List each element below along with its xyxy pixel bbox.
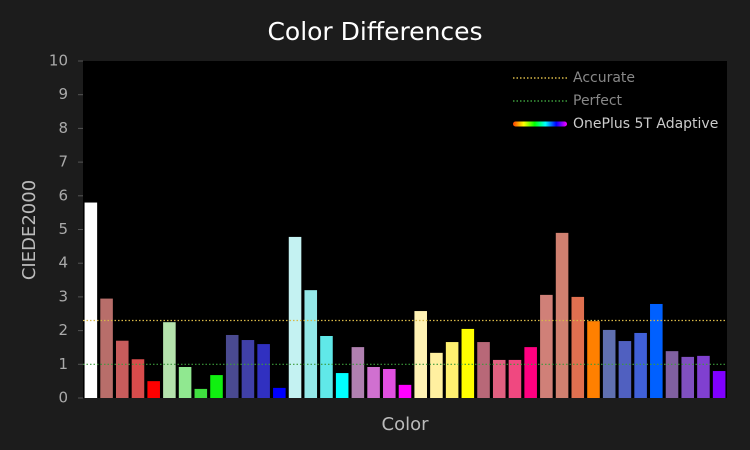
bar <box>131 359 145 398</box>
bar <box>634 332 647 398</box>
bar <box>430 352 443 398</box>
x-axis-label: Color <box>382 414 430 435</box>
bar <box>524 347 537 398</box>
bar <box>257 344 270 398</box>
bar <box>398 384 412 398</box>
y-tick-label: 7 <box>58 153 68 171</box>
bar <box>650 303 663 398</box>
y-tick-label: 8 <box>58 119 68 137</box>
bar <box>210 375 223 398</box>
legend-swatch <box>513 121 567 127</box>
bar <box>241 340 255 398</box>
bar <box>273 387 286 398</box>
y-tick-label: 0 <box>58 389 68 407</box>
y-tick-label: 6 <box>58 186 68 204</box>
bar <box>304 290 318 398</box>
bar <box>84 202 98 398</box>
y-tick-label: 5 <box>58 220 68 238</box>
bar <box>508 359 522 398</box>
y-tick-label: 10 <box>49 52 68 70</box>
bar <box>414 311 427 398</box>
bar <box>115 340 129 398</box>
legend-label: Accurate <box>573 70 635 86</box>
bar <box>288 236 302 398</box>
y-axis-label: CIEDE2000 <box>19 180 40 280</box>
bar <box>100 298 113 398</box>
bar <box>225 334 239 398</box>
bar <box>665 351 679 398</box>
bar <box>335 373 349 398</box>
legend-label: Perfect <box>573 93 623 109</box>
chart-title: Color Differences <box>267 17 482 46</box>
y-tick-label: 1 <box>58 355 68 373</box>
bar <box>492 359 506 398</box>
y-tick-label: 3 <box>58 287 68 305</box>
bar <box>320 335 333 398</box>
bar <box>477 342 490 398</box>
y-tick-label: 2 <box>58 321 68 339</box>
bar <box>461 328 475 398</box>
bar <box>681 356 695 398</box>
bar <box>351 347 365 398</box>
bar <box>178 366 192 398</box>
y-tick-label: 4 <box>58 254 68 272</box>
bar <box>712 371 726 398</box>
bar <box>445 342 459 398</box>
bar <box>555 232 569 398</box>
bar <box>618 341 632 398</box>
bar <box>697 355 710 398</box>
bar <box>383 369 396 398</box>
y-tick-label: 9 <box>58 85 68 103</box>
bar <box>571 296 585 398</box>
bar <box>147 381 160 398</box>
bar <box>540 294 553 398</box>
bar <box>367 366 380 398</box>
legend-label: OnePlus 5T Adaptive <box>573 116 718 132</box>
bar <box>587 321 600 398</box>
bar <box>194 388 208 398</box>
bar <box>163 322 176 398</box>
